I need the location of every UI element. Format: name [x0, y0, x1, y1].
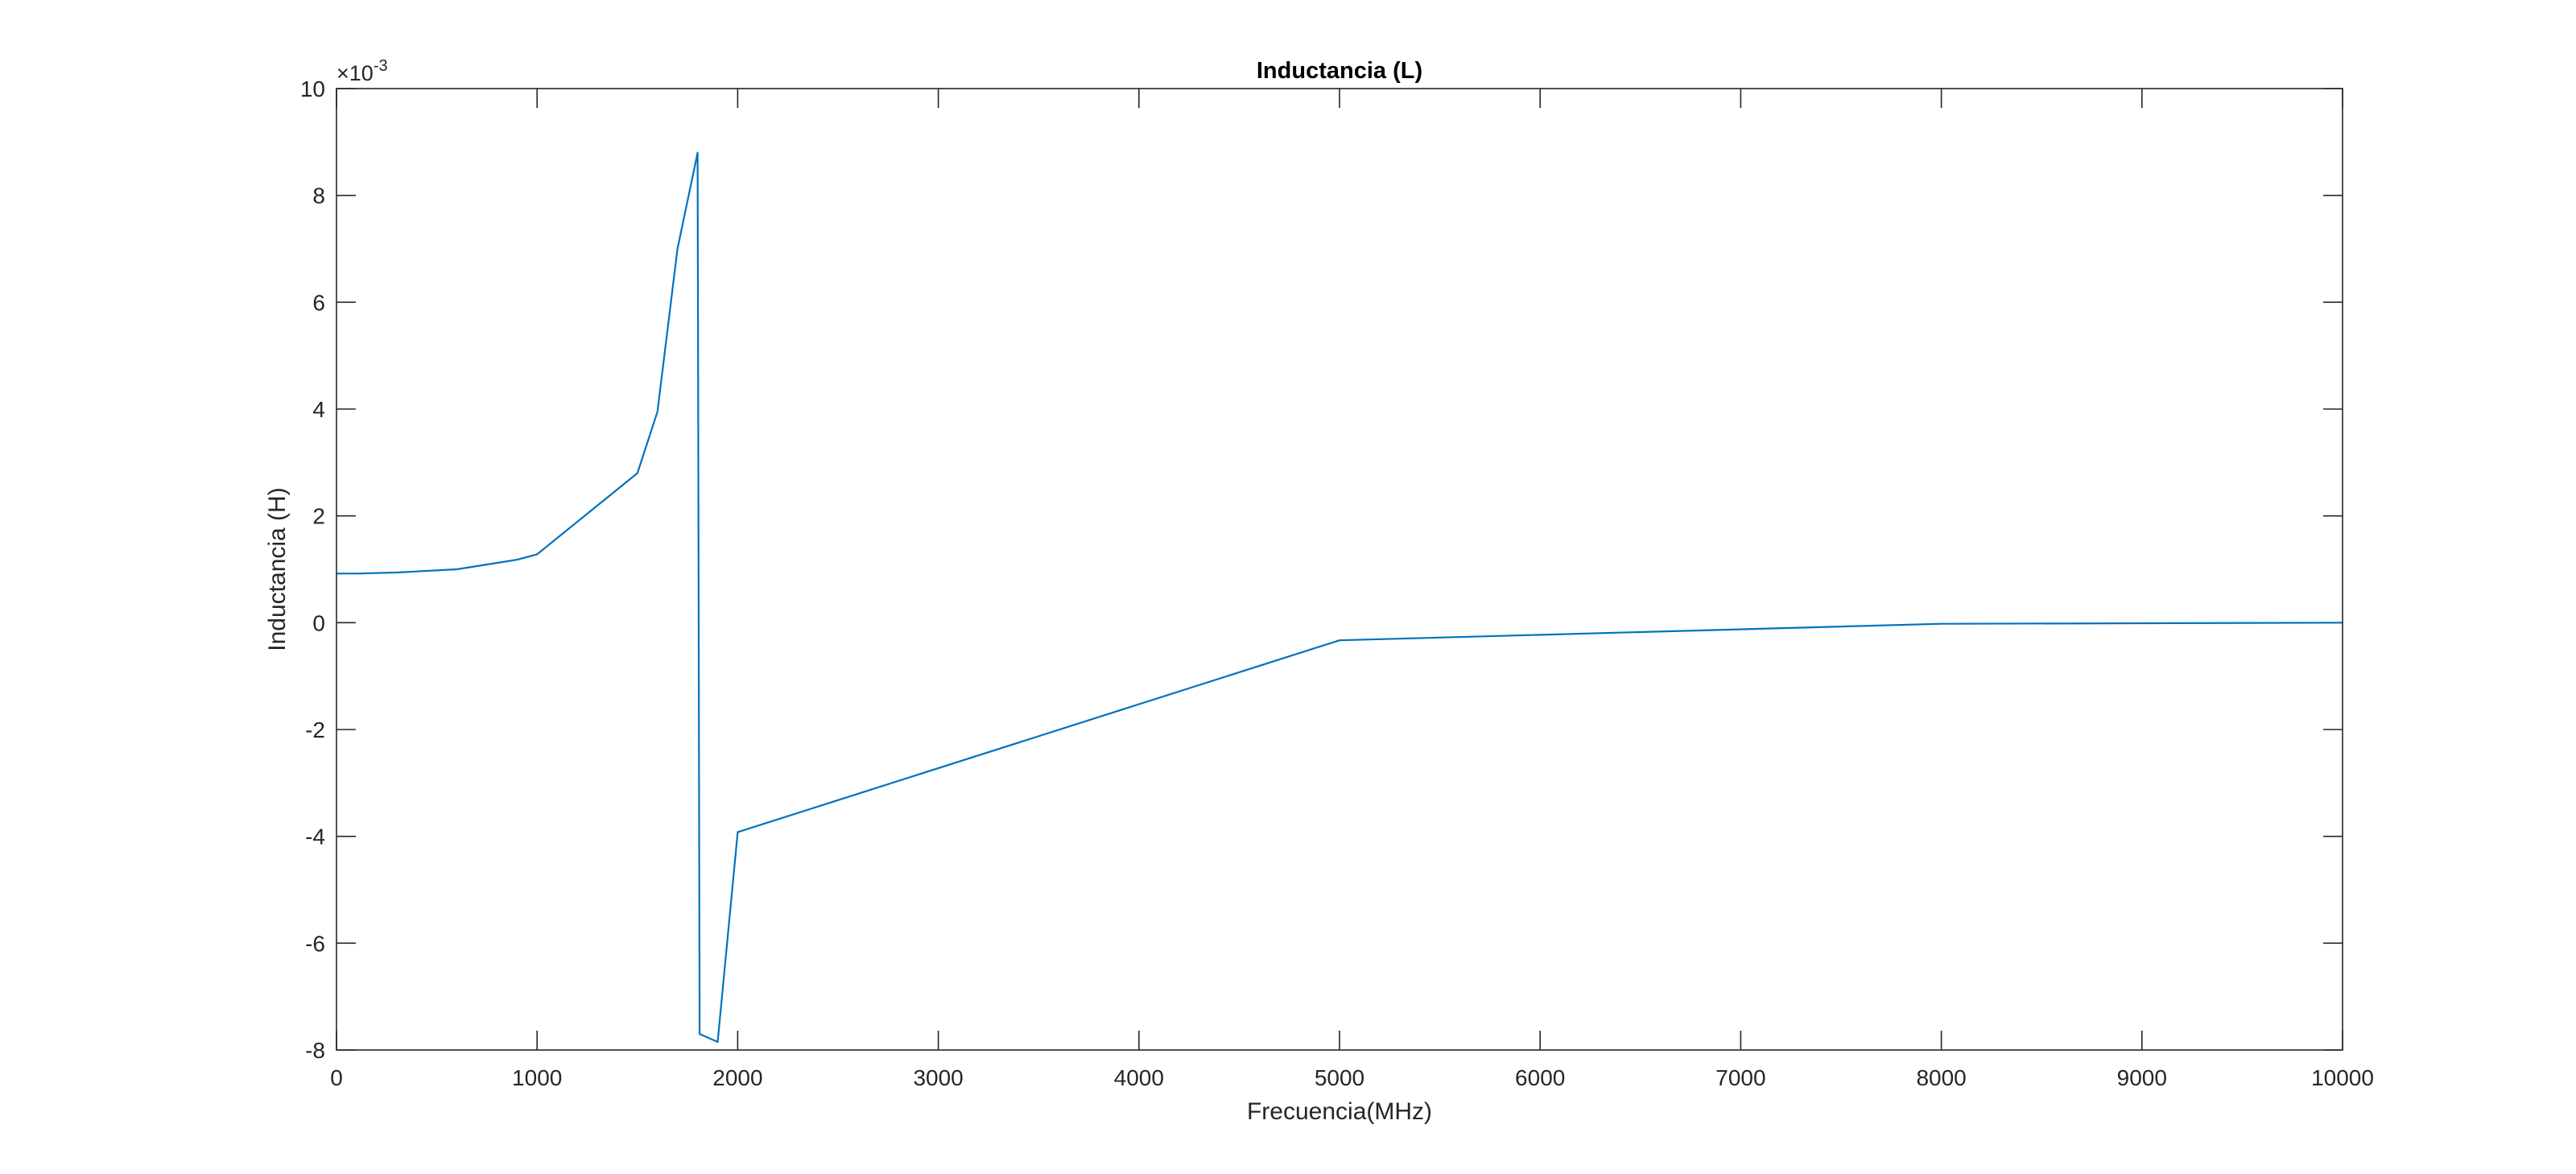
- y-tick-label: 0: [312, 610, 325, 635]
- y-tick-label: -2: [305, 717, 325, 742]
- x-tick-label: 8000: [1916, 1065, 1966, 1090]
- y-tick-label: 2: [312, 504, 325, 529]
- x-tick-label: 5000: [1315, 1065, 1364, 1090]
- x-tick-label: 10000: [2311, 1065, 2374, 1090]
- y-tick-labels: -8 -6 -4 -2 0 2 4 6 8 10: [300, 76, 325, 1063]
- x-tick-label: 7000: [1715, 1065, 1765, 1090]
- x-tick-label: 0: [330, 1065, 343, 1090]
- x-tick-label: 1000: [512, 1065, 562, 1090]
- x-axis-label: Frecuencia(MHz): [1247, 1098, 1432, 1125]
- y-exponent-label: ×10-3: [336, 57, 388, 85]
- y-tick-label: -6: [305, 931, 325, 956]
- x-tick-label: 9000: [2117, 1065, 2167, 1090]
- x-tick-label: 6000: [1515, 1065, 1565, 1090]
- y-tick-label: -8: [305, 1038, 325, 1063]
- x-tick-label: 4000: [1114, 1065, 1164, 1090]
- y-axis-label: Inductancia (H): [264, 487, 291, 651]
- y-exponent-power: -3: [374, 57, 388, 75]
- y-tick-label: 4: [312, 397, 325, 422]
- y-tick-label: 6: [312, 290, 325, 315]
- y-tick-label: 10: [300, 76, 325, 101]
- axes-box: [336, 88, 2343, 1051]
- x-tick-label: 2000: [712, 1065, 762, 1090]
- x-tick-labels: 0 1000 2000 3000 4000 5000 6000 7000 8000 9000 100…: [330, 1065, 2374, 1090]
- y-exponent-base: ×10: [336, 61, 374, 85]
- y-tick-label: -4: [305, 825, 325, 849]
- plot-area: [336, 89, 2343, 1050]
- y-tick-label: 8: [312, 184, 325, 209]
- series-line: [336, 151, 2343, 1044]
- series-layer: [336, 151, 2343, 1044]
- chart-title: Inductancia (L): [1257, 58, 1422, 84]
- x-tick-label: 3000: [913, 1065, 963, 1090]
